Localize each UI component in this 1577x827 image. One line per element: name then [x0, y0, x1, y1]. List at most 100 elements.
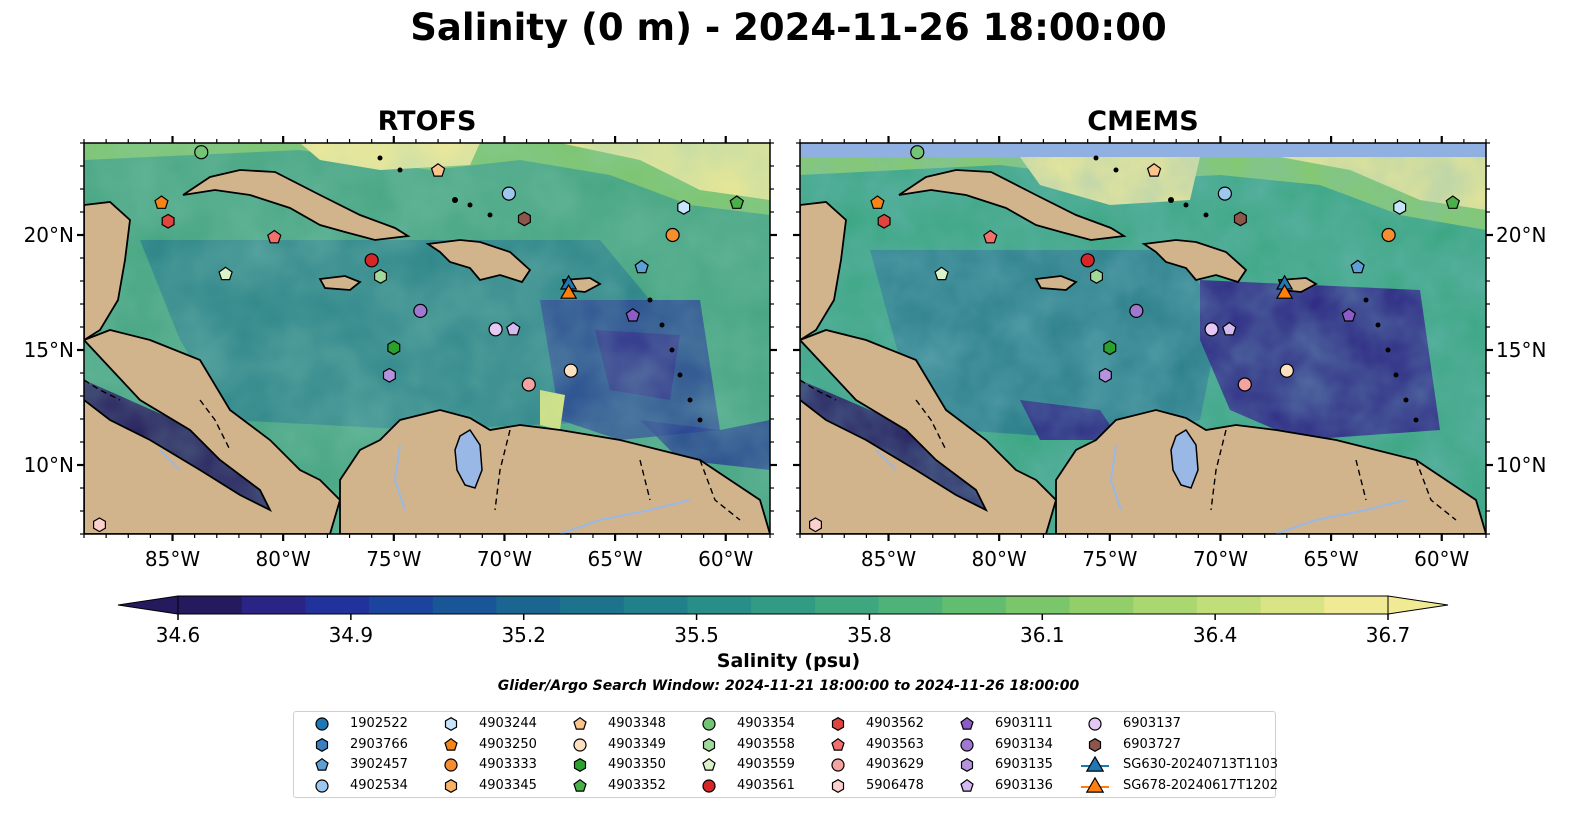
- platform-marker-4903561: [364, 253, 379, 268]
- legend-marker-4903349: [573, 737, 587, 752]
- colorbar-segment: [623, 596, 689, 614]
- legend-label: 4903559: [737, 757, 795, 772]
- platform-marker-4903562: [161, 213, 175, 229]
- land-masses: [84, 169, 770, 534]
- platform-marker-4903244: [1393, 199, 1407, 215]
- platform-marker-4903563: [267, 229, 282, 244]
- legend-marker-4903354: [702, 717, 716, 731]
- legend-label: 4902534: [350, 777, 408, 793]
- legend-label: 4903250: [479, 736, 537, 752]
- land-masses: [800, 169, 1486, 534]
- legend-marker-SG678-20240617T1202: [1081, 776, 1109, 793]
- legend-marker-6903137: [1088, 717, 1102, 731]
- map-panel-rtofs: [84, 143, 770, 534]
- platform-marker-4903350: [387, 340, 401, 356]
- legend-marker-6903111: [960, 716, 974, 730]
- x-tick-label: 85°W: [145, 547, 200, 571]
- x-tick-label: 80°W: [256, 547, 311, 571]
- legend-marker-4903563: [831, 737, 845, 751]
- legend-marker-4903561: [702, 778, 716, 793]
- colorbar-tick-label: 35.2: [501, 623, 546, 647]
- legend-label: 6903135: [995, 757, 1053, 772]
- colorbar-segment: [1133, 596, 1198, 614]
- legend-symbol: [315, 778, 329, 793]
- platform-marker-6903111: [1341, 307, 1357, 322]
- legend-symbol: [831, 778, 845, 793]
- platform-marker-4903629: [1237, 377, 1252, 392]
- legend-marker-4903244: [444, 717, 458, 731]
- colorbar-tick-label: 35.8: [847, 623, 892, 647]
- colorbar-segment: [687, 596, 752, 614]
- platform-marker-SG678-20240617T1202: [1275, 283, 1294, 299]
- legend-symbol: [573, 758, 587, 772]
- legend-label: 4903563: [866, 736, 924, 752]
- platform-marker-6903134: [413, 303, 428, 318]
- x-tick-label: 80°W: [972, 547, 1027, 571]
- legend-symbol: [1085, 755, 1105, 772]
- legend-marker-4902534: [315, 778, 329, 793]
- legend-marker-4903250: [444, 737, 458, 751]
- y-tick-label: 15°N: [1496, 338, 1546, 362]
- colorbar-segment: [751, 596, 816, 614]
- platform-marker-4903349: [563, 363, 578, 378]
- legend-label: SG630-20240713T1103: [1123, 757, 1279, 772]
- legend-marker-4903352: [573, 778, 587, 792]
- colorbar-tick-label: 34.6: [156, 623, 201, 647]
- colorbar-segment: [178, 596, 243, 614]
- colorbar-extend-high: [1387, 595, 1449, 615]
- colorbar-segment: [1005, 596, 1071, 614]
- legend-symbol: [573, 778, 587, 792]
- axes-frame-rtofs: [83, 142, 771, 535]
- x-tick-label: 65°W: [1303, 547, 1358, 571]
- legend-symbol: [444, 717, 458, 731]
- platform-marker-4903354: [910, 145, 925, 160]
- platform-marker-4903563: [983, 229, 998, 244]
- platform-marker-SG678-20240617T1202: [559, 283, 578, 299]
- platform-marker-4903559: [218, 266, 233, 281]
- platform-marker-4903352: [1445, 195, 1461, 209]
- legend-marker-4903629: [831, 758, 845, 772]
- legend-label: 4903352: [608, 777, 666, 793]
- legend-marker-1902522: [315, 717, 329, 731]
- legend-label: 4903354: [737, 716, 795, 731]
- search-window-text: Glider/Argo Search Window: 2024-11-21 18…: [497, 678, 1080, 694]
- legend-marker-2903766: [315, 737, 329, 752]
- colorbar-segment: [1324, 596, 1389, 614]
- y-tick-label: 10°N: [24, 453, 74, 477]
- legend-symbol: [444, 758, 458, 772]
- legend-marker-6903727: [1088, 737, 1102, 752]
- platform-marker-6903136: [1222, 321, 1237, 336]
- x-tick-label: 75°W: [366, 547, 421, 571]
- platform-marker-4903333: [665, 227, 680, 243]
- legend-label: 4903349: [608, 736, 666, 752]
- platform-marker-4903348: [430, 163, 446, 177]
- legend-label: 4903561: [737, 777, 795, 793]
- legend-marker-3902457: [315, 757, 329, 771]
- legend-symbol: [1085, 776, 1105, 793]
- legend-label: 4903345: [479, 777, 537, 793]
- colorbar-segment: [878, 596, 943, 614]
- legend-marker-6903135: [960, 758, 974, 772]
- colorbar-segment: [1069, 596, 1134, 614]
- colorbar-segment: [1196, 596, 1262, 614]
- platform-marker-4902534: [1217, 186, 1232, 201]
- platform-marker-5906478: [808, 517, 823, 533]
- legend-symbol: [1088, 717, 1102, 731]
- colorbar-segment: [942, 596, 1007, 614]
- legend-marker-SG630-20240713T1103: [1081, 755, 1109, 772]
- colorbar-outline: [177, 595, 1389, 615]
- colorbar-extend-low: [117, 595, 179, 615]
- axis-ticks: 85°W 80°W 75°W 70°W 65°W 60°W 20°N 15°N 10°N 85°W…: [24, 136, 1546, 571]
- legend-symbol: [960, 737, 974, 752]
- legend-marker-5906478: [831, 778, 845, 793]
- platform-marker-6903135: [1098, 367, 1112, 383]
- legend-label: 5906478: [866, 777, 924, 793]
- legend-label: SG678-20240617T1202: [1123, 777, 1279, 793]
- map-panel-cmems: [800, 143, 1486, 534]
- x-tick-label: 60°W: [698, 547, 753, 571]
- legend-label: 6903136: [995, 777, 1053, 793]
- legend-symbol: [315, 757, 329, 771]
- colorbar-tick-label: 36.7: [1366, 623, 1411, 647]
- legend-label: 6903111: [995, 716, 1053, 731]
